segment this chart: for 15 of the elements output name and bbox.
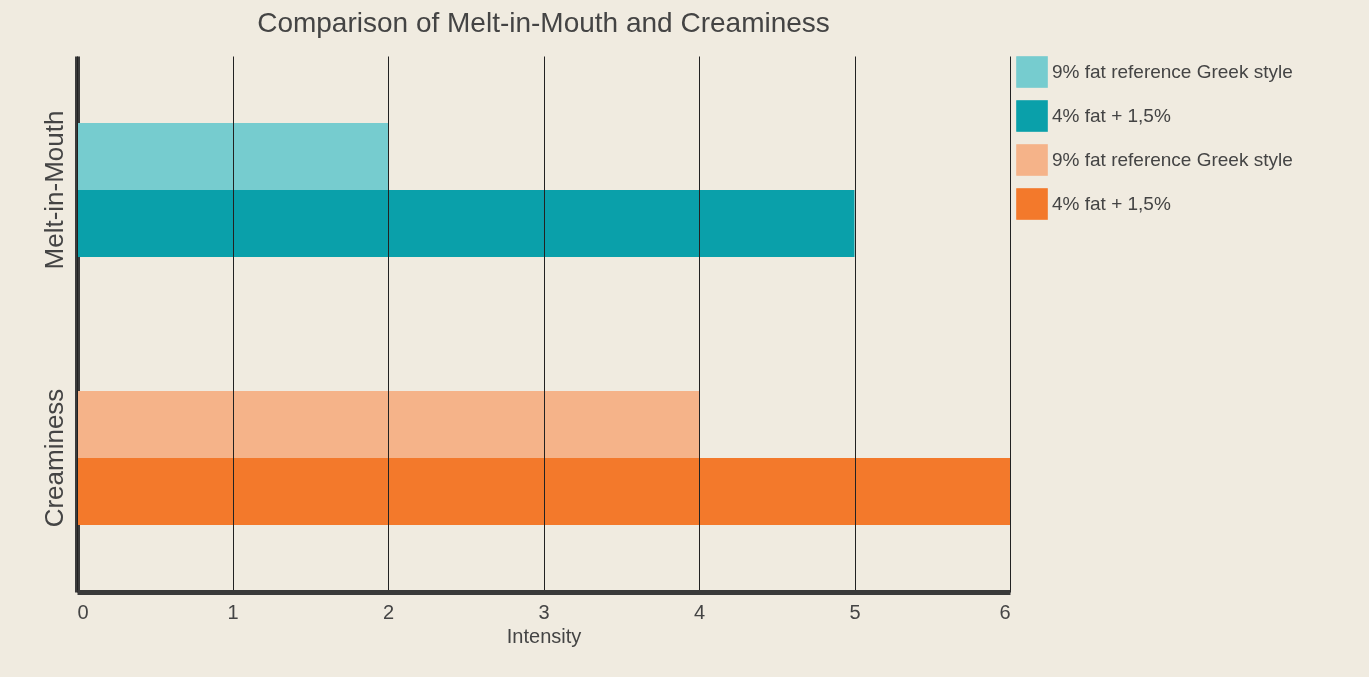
legend-label: 4% fat + 1,5% xyxy=(1052,105,1171,126)
x-tick-label: 0 xyxy=(77,600,89,623)
x-tick-label: 5 xyxy=(849,600,861,623)
x-axis-title: Intensity xyxy=(506,624,582,647)
y-tick-label: Melt-in-Mouth xyxy=(38,110,69,270)
legend-label: 9% fat reference Greek style xyxy=(1052,149,1293,170)
x-tick-label: 3 xyxy=(538,600,550,623)
x-tick-label: 4 xyxy=(693,600,706,623)
y-tick-label: Creaminess xyxy=(38,388,69,528)
legend-label: 9% fat reference Greek style xyxy=(1052,61,1293,82)
chart-title: Comparison of Melt-in-Mouth and Creaminess xyxy=(257,7,830,38)
x-tick-label: 1 xyxy=(227,600,239,623)
legend-label: 4% fat + 1,5% xyxy=(1052,193,1171,214)
x-tick-label: 2 xyxy=(382,600,395,623)
x-tick-label: 6 xyxy=(999,600,1011,623)
